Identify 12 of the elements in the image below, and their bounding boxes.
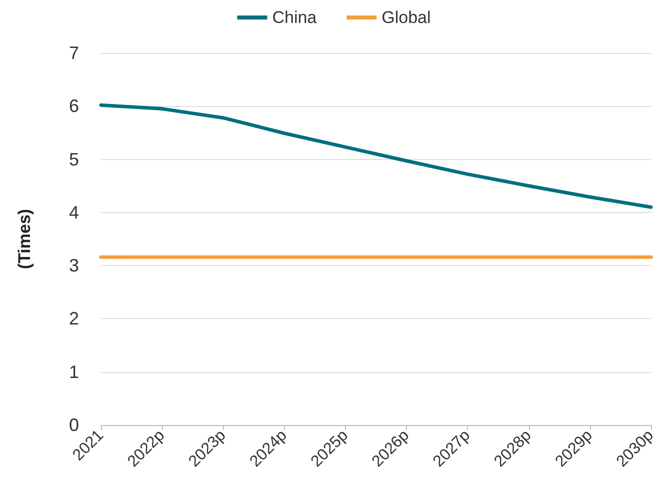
y-tick-label: 0 [68,415,79,435]
y-tick-label: 5 [68,149,79,170]
y-tick-label: 3 [68,256,79,276]
y-axis-title: (Times) [15,208,34,270]
legend-label: China [272,8,318,27]
y-tick-label: 7 [68,43,79,63]
y-tick-label: 4 [68,202,79,222]
y-tick-label: 1 [68,362,79,382]
y-tick-label: 6 [68,96,79,116]
line-series [99,103,653,209]
y-tick-label: 2 [68,308,79,329]
legend-label: Global [382,8,431,27]
